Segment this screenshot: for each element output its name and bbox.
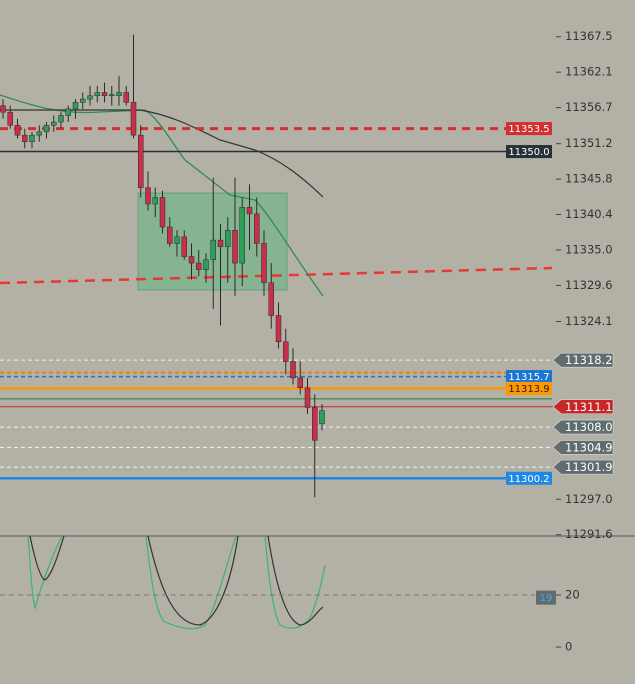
candle-body bbox=[51, 121, 57, 126]
candle-body bbox=[174, 236, 180, 244]
level-label: 11315.7 bbox=[508, 372, 549, 383]
candle-body bbox=[116, 92, 122, 97]
candle-body bbox=[152, 197, 158, 205]
candle-body bbox=[145, 187, 151, 205]
y-tick-label: 11340.4 bbox=[565, 207, 613, 221]
candle-body bbox=[29, 134, 35, 142]
candle-body bbox=[87, 95, 93, 100]
y-tick-label: 11324.1 bbox=[565, 314, 613, 328]
level-label: 11301.9 bbox=[565, 460, 613, 474]
level-tag bbox=[506, 122, 552, 136]
candle-body bbox=[138, 134, 144, 188]
candle-body bbox=[159, 197, 166, 228]
candle-body bbox=[22, 134, 28, 142]
osc-slow bbox=[29, 535, 324, 626]
y-tick-label: 11345.8 bbox=[565, 172, 613, 186]
y-tick-label: 11362.1 bbox=[565, 65, 613, 79]
candle-body bbox=[297, 377, 303, 388]
level-tag bbox=[552, 419, 614, 435]
fast-ma bbox=[0, 94, 324, 297]
trend-line bbox=[0, 266, 553, 285]
level-label: 11350.0 bbox=[508, 147, 549, 158]
y-tick-label: 11297.0 bbox=[565, 492, 613, 506]
candle-body bbox=[268, 282, 274, 316]
candle-body bbox=[123, 92, 129, 103]
candle-body bbox=[72, 102, 79, 110]
level-tag bbox=[506, 145, 552, 159]
candle-body bbox=[65, 108, 71, 116]
candle-body bbox=[290, 361, 296, 379]
candle-body bbox=[80, 98, 86, 103]
candle-body bbox=[101, 92, 108, 97]
level-tag bbox=[506, 471, 552, 485]
y-tick-label: 11367.5 bbox=[565, 29, 613, 43]
candle-body bbox=[312, 407, 318, 441]
y-tick-label: 11291.6 bbox=[565, 527, 613, 541]
candle-body bbox=[0, 105, 6, 113]
candle-body bbox=[210, 239, 216, 261]
oscillator bbox=[27, 535, 326, 630]
level-tag bbox=[506, 370, 552, 384]
level-label: 11304.9 bbox=[565, 440, 613, 454]
level-tag bbox=[552, 352, 614, 368]
candle-body bbox=[283, 341, 289, 362]
level-label: 11313.9 bbox=[508, 384, 549, 395]
candle-body bbox=[254, 213, 260, 244]
level-tag bbox=[506, 381, 552, 395]
osc-value-label: 19 bbox=[540, 593, 553, 604]
candle-body bbox=[217, 239, 224, 247]
candle-body bbox=[203, 259, 209, 270]
level-tag bbox=[552, 459, 614, 475]
candle-body bbox=[239, 207, 245, 264]
candle-body bbox=[58, 115, 64, 123]
candle-body bbox=[261, 243, 267, 284]
candle-body bbox=[319, 410, 325, 425]
candle-body bbox=[36, 131, 42, 136]
candle-body bbox=[167, 226, 173, 244]
candle-body bbox=[130, 102, 137, 136]
y-tick-label: 11335.0 bbox=[565, 242, 613, 256]
osc-tick-label: 0 bbox=[565, 640, 572, 654]
y-tick-label: 11356.7 bbox=[565, 100, 613, 114]
candle-body bbox=[94, 92, 100, 97]
osc-fast bbox=[27, 535, 326, 630]
candle-body bbox=[275, 315, 282, 343]
candle-body bbox=[304, 387, 311, 408]
osc-tick-label: 20 bbox=[565, 588, 580, 602]
level-label: 11353.5 bbox=[508, 124, 549, 135]
y-tick-label: 11329.6 bbox=[565, 278, 613, 292]
candle-body bbox=[225, 230, 231, 247]
candle-body bbox=[14, 125, 21, 136]
level-tag bbox=[552, 440, 614, 455]
candle-body bbox=[7, 111, 13, 126]
slow-ma bbox=[0, 109, 324, 198]
level-label: 11318.2 bbox=[565, 353, 613, 367]
y-tick-label: 11351.2 bbox=[565, 136, 613, 150]
osc-value-tag bbox=[536, 590, 556, 605]
level-label: 11311.1 bbox=[565, 400, 613, 414]
candle-body bbox=[109, 94, 115, 97]
candle-body bbox=[43, 125, 50, 133]
candle-body bbox=[196, 262, 202, 270]
candle-body bbox=[246, 207, 253, 215]
level-label: 11300.2 bbox=[508, 474, 549, 485]
candle-body bbox=[188, 256, 195, 264]
level-label: 11308.0 bbox=[565, 420, 613, 434]
candle-body bbox=[181, 236, 187, 257]
level-tag bbox=[552, 399, 614, 415]
candle-body bbox=[232, 230, 238, 264]
